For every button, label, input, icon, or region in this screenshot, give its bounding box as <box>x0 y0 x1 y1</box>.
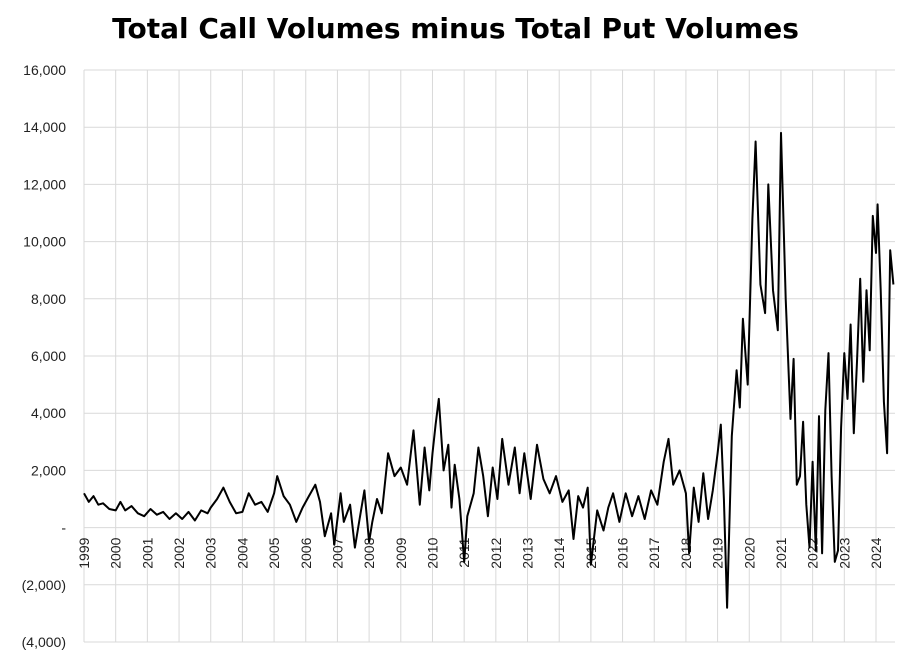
x-tick-label: 2020 <box>741 537 757 568</box>
x-tick-label: 2014 <box>551 537 567 568</box>
y-tick-label: 4,000 <box>31 405 66 421</box>
x-tick-label: 2002 <box>171 537 187 568</box>
x-tick-label: 2007 <box>329 537 345 568</box>
y-tick-label: 6,000 <box>31 348 66 364</box>
x-tick-label: 2000 <box>108 537 124 568</box>
x-tick-label: 2009 <box>393 537 409 568</box>
series-line <box>83 131 895 609</box>
x-tick-label: 2019 <box>710 537 726 568</box>
y-tick-label: (4,000) <box>22 634 66 650</box>
x-tick-label: 2018 <box>678 537 694 568</box>
gridlines <box>83 69 895 643</box>
y-tick-label: - <box>61 520 66 536</box>
x-tick-label: 2017 <box>646 537 662 568</box>
x-tick-label: 2005 <box>266 537 282 568</box>
y-tick-label: 2,000 <box>31 462 66 478</box>
x-tick-label: 2008 <box>361 537 377 568</box>
y-tick-label: 14,000 <box>23 119 66 135</box>
x-tick-label: 2012 <box>488 537 504 568</box>
y-tick-label: 12,000 <box>23 176 66 192</box>
y-axis: 16,000 14,000 12,000 10,000 8,000 6,000 4,000 2… <box>22 62 67 650</box>
x-tick-label: 2003 <box>203 537 219 568</box>
x-axis: 1999 2000 2001 2002 2003 2004 2005 2006 2007 2008… <box>76 537 884 568</box>
x-tick-label: 2004 <box>234 537 250 568</box>
y-tick-label: 8,000 <box>31 291 66 307</box>
x-tick-label: 2021 <box>773 537 789 568</box>
series-area <box>83 131 895 609</box>
x-tick-label: 2001 <box>139 537 155 568</box>
x-tick-label: 2006 <box>298 537 314 568</box>
x-tick-label: 2023 <box>836 537 852 568</box>
x-tick-label: 2024 <box>868 537 884 568</box>
y-tick-label: 10,000 <box>23 234 66 250</box>
y-tick-label: (2,000) <box>22 577 66 593</box>
x-tick-label: 2013 <box>520 537 536 568</box>
x-tick-label: 2022 <box>805 537 821 568</box>
x-tick-label: 2010 <box>424 537 440 568</box>
x-tick-label: 2016 <box>615 537 631 568</box>
y-tick-label: 16,000 <box>23 62 66 78</box>
chart-title: Total Call Volumes minus Total Put Volum… <box>112 12 799 45</box>
x-tick-label: 1999 <box>76 537 92 568</box>
